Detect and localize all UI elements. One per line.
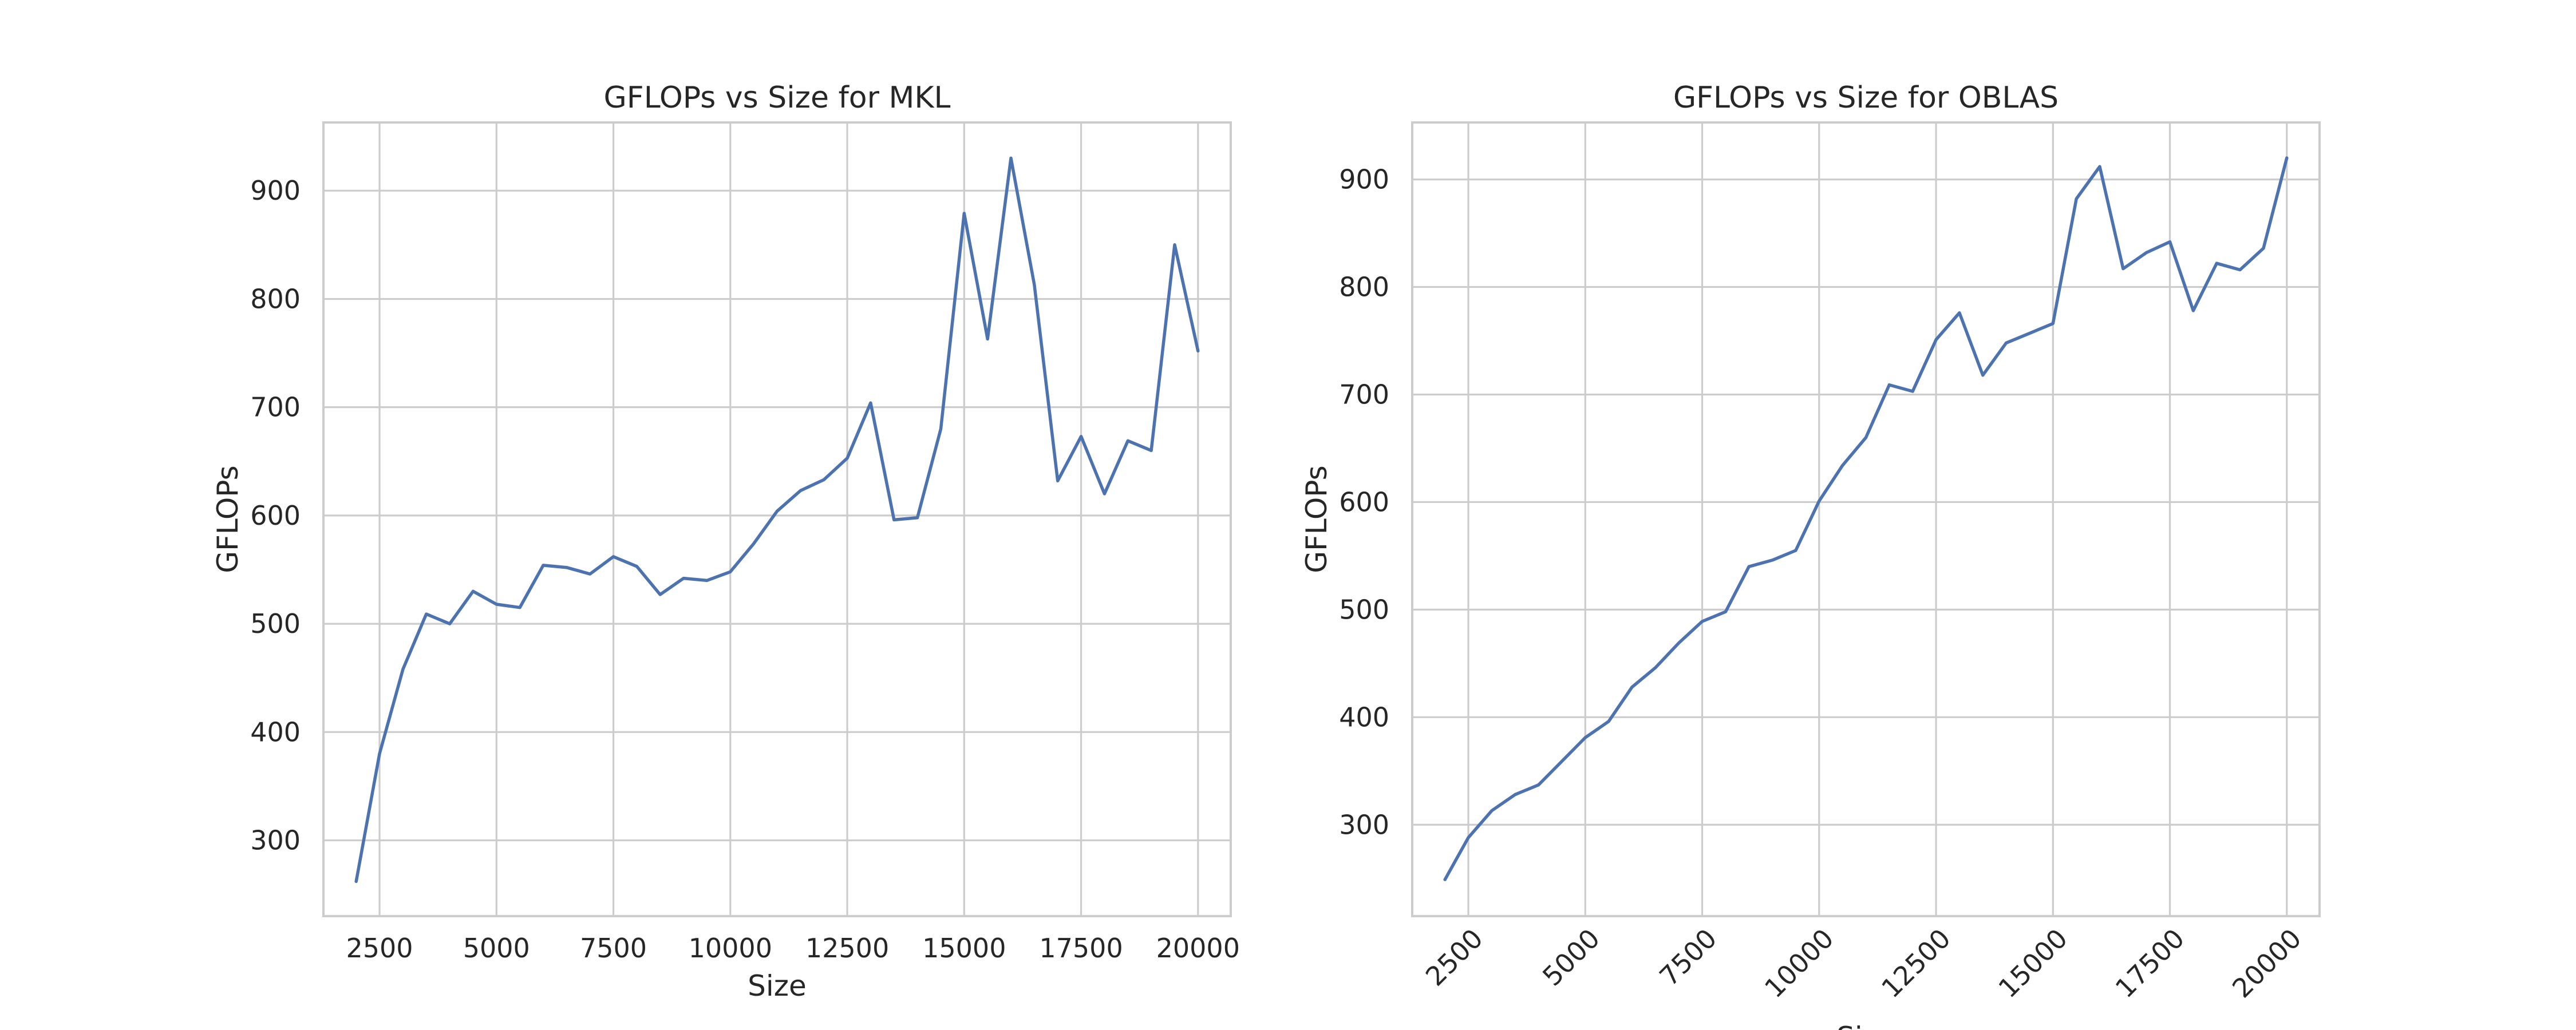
x-tick-label: 12500 <box>805 933 889 964</box>
y-tick-label: 400 <box>250 716 301 747</box>
plot-area <box>1412 122 2320 916</box>
y-tick-label: 300 <box>1339 809 1389 840</box>
plot-area <box>323 122 1231 916</box>
x-tick-label: 17500 <box>1039 933 1123 964</box>
chart-mkl: 2500 5000 7500 10000 12500 15000 17500 20000 30… <box>211 81 1240 1003</box>
x-tick-label: 17500 <box>2109 923 2191 1004</box>
y-tick-label: 600 <box>1339 486 1389 517</box>
y-tick-label: 800 <box>1339 272 1389 303</box>
y-tick-label: 900 <box>250 175 301 206</box>
x-axis-label: Size <box>1836 1021 1895 1030</box>
x-tick-label: 15000 <box>922 933 1006 964</box>
x-tick-label: 10000 <box>1759 923 1840 1004</box>
y-tick-labels: 300 400 500 600 700 800 900 <box>1339 164 1389 841</box>
series-line <box>354 156 1200 884</box>
x-tick-labels: 2500 5000 7500 10000 12500 15000 17500 20000 <box>1420 923 2308 1004</box>
y-tick-label: 500 <box>1339 594 1389 625</box>
y-tick-label: 300 <box>250 825 301 856</box>
chart-title: GFLOPs vs Size for MKL <box>604 81 951 115</box>
x-tick-label: 10000 <box>689 933 772 964</box>
x-tick-label: 7500 <box>1653 923 1722 992</box>
y-tick-label: 800 <box>250 283 301 314</box>
chart-oblas: 2500 5000 7500 10000 12500 15000 17500 20000 30… <box>1300 81 2321 1030</box>
x-tick-label: 20000 <box>2226 923 2308 1004</box>
x-tick-label: 5000 <box>1536 923 1606 992</box>
y-axis-label: GFLOPs <box>1300 465 1333 573</box>
gridlines <box>323 122 1231 916</box>
x-tick-label: 12500 <box>1875 923 1957 1004</box>
plot-frame <box>322 121 1232 917</box>
x-tick-labels: 2500 5000 7500 10000 12500 15000 17500 20000 <box>346 933 1240 964</box>
x-tick-label: 20000 <box>1156 933 1240 964</box>
plot-frame <box>1411 121 2321 917</box>
x-tick-label: 5000 <box>463 933 530 964</box>
y-tick-label: 500 <box>250 608 301 639</box>
gridlines <box>1412 122 2320 916</box>
x-tick-label: 2500 <box>1420 923 1489 992</box>
series-line <box>1443 156 2289 881</box>
y-tick-labels: 300 400 500 600 700 800 900 <box>250 175 301 855</box>
chart-title: GFLOPs vs Size for OBLAS <box>1673 81 2059 115</box>
y-tick-label: 400 <box>1339 702 1389 732</box>
y-axis-label: GFLOPs <box>211 465 244 573</box>
y-tick-label: 700 <box>1339 379 1389 410</box>
y-tick-label: 600 <box>250 500 301 531</box>
y-tick-label: 700 <box>250 392 301 423</box>
y-tick-label: 900 <box>1339 164 1389 195</box>
x-tick-label: 15000 <box>1992 923 2073 1004</box>
x-tick-label: 7500 <box>580 933 647 964</box>
x-tick-label: 2500 <box>346 933 413 964</box>
x-axis-label: Size <box>748 969 807 1003</box>
